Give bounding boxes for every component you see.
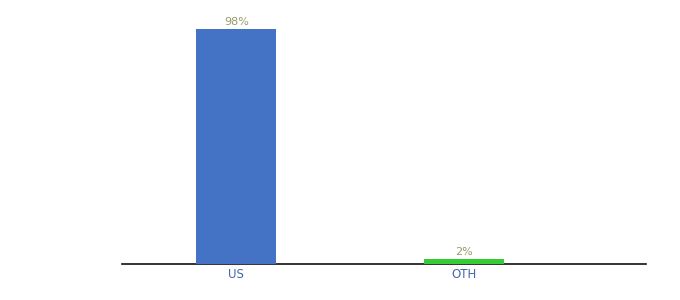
Text: 98%: 98%	[224, 17, 249, 27]
Text: 2%: 2%	[455, 247, 473, 257]
Bar	[197, 29, 276, 264]
Bar	[424, 259, 504, 264]
